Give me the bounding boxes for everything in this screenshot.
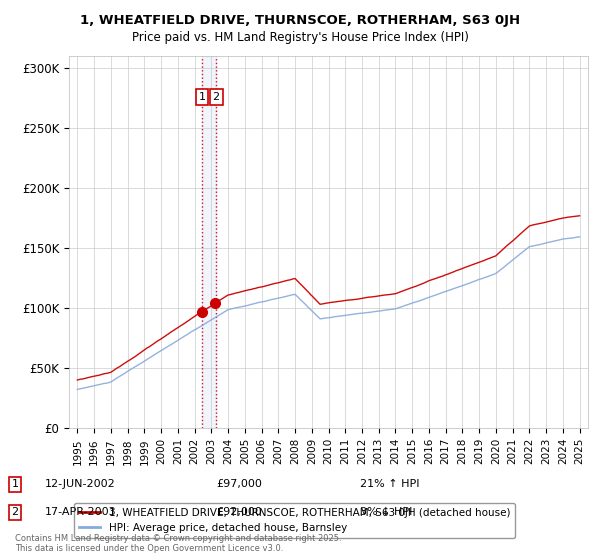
Text: 1, WHEATFIELD DRIVE, THURNSCOE, ROTHERHAM, S63 0JH: 1, WHEATFIELD DRIVE, THURNSCOE, ROTHERHA… <box>80 14 520 27</box>
Text: 1: 1 <box>11 479 19 489</box>
Text: Contains HM Land Registry data © Crown copyright and database right 2025.
This d: Contains HM Land Registry data © Crown c… <box>15 534 341 553</box>
Text: £97,000: £97,000 <box>216 479 262 489</box>
Text: £92,000: £92,000 <box>216 507 262 517</box>
Text: 2: 2 <box>212 92 220 102</box>
Text: 3% ↓ HPI: 3% ↓ HPI <box>360 507 412 517</box>
Text: 21% ↑ HPI: 21% ↑ HPI <box>360 479 419 489</box>
Text: 1: 1 <box>199 92 206 102</box>
Text: Price paid vs. HM Land Registry's House Price Index (HPI): Price paid vs. HM Land Registry's House … <box>131 31 469 44</box>
Legend: 1, WHEATFIELD DRIVE, THURNSCOE, ROTHERHAM, S63 0JH (detached house), HPI: Averag: 1, WHEATFIELD DRIVE, THURNSCOE, ROTHERHA… <box>74 502 515 538</box>
Text: 2: 2 <box>11 507 19 517</box>
Text: 17-APR-2003: 17-APR-2003 <box>45 507 116 517</box>
Text: 12-JUN-2002: 12-JUN-2002 <box>45 479 116 489</box>
Bar <box>202 56 216 428</box>
